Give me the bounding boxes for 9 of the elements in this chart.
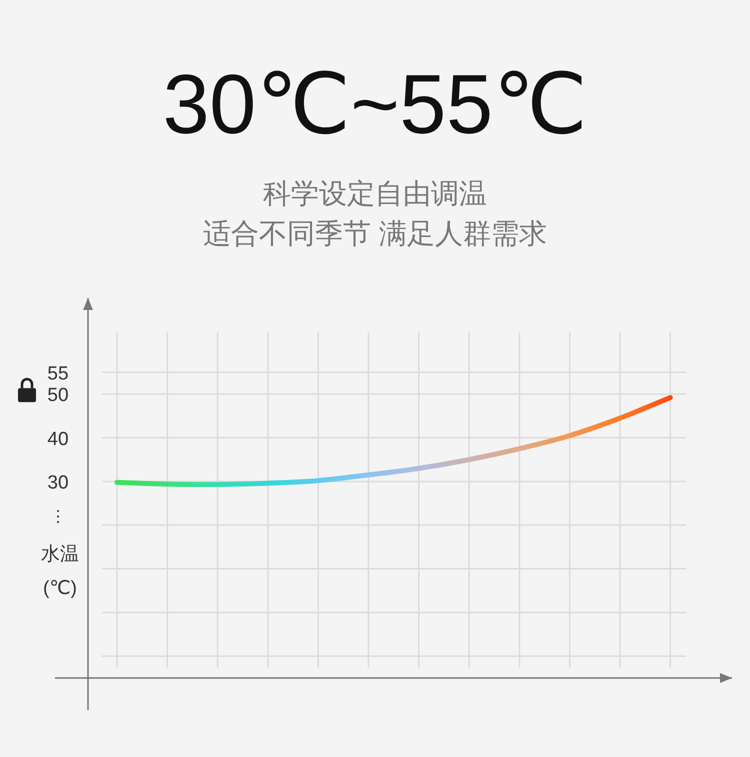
y-tick-label: 50 <box>47 385 69 406</box>
chart-subtitle: 科学设定自由调温 <box>263 178 487 209</box>
y-tick-label: 55 <box>47 363 69 384</box>
y-tick-label: 40 <box>47 428 69 450</box>
text: 适合不同季节 满足人群需求 <box>203 218 547 249</box>
text: ⋮ <box>50 508 66 526</box>
y-tick-label: 30 <box>47 472 69 494</box>
y-axis-title: 水温 (℃) <box>41 544 79 599</box>
chart-title: 30℃~55℃ <box>162 57 588 151</box>
